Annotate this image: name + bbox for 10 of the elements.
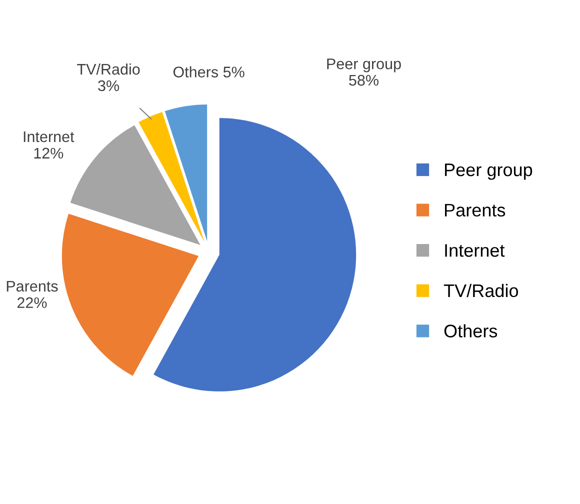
- data-label: Parents 22%: [6, 280, 58, 308]
- data-label: Peer group 58%: [327, 58, 401, 86]
- data-label: Others 5%: [173, 66, 244, 78]
- data-label: TV/Radio 3%: [77, 63, 140, 92]
- legend-label: Others: [444, 324, 498, 338]
- legend-label: Parents: [445, 204, 506, 217]
- legend-label: Peer group: [445, 164, 532, 180]
- legend-label: TV/Radio: [444, 284, 518, 298]
- data-label: Internet 12%: [24, 131, 74, 159]
- legend-label: Internet: [445, 244, 505, 257]
